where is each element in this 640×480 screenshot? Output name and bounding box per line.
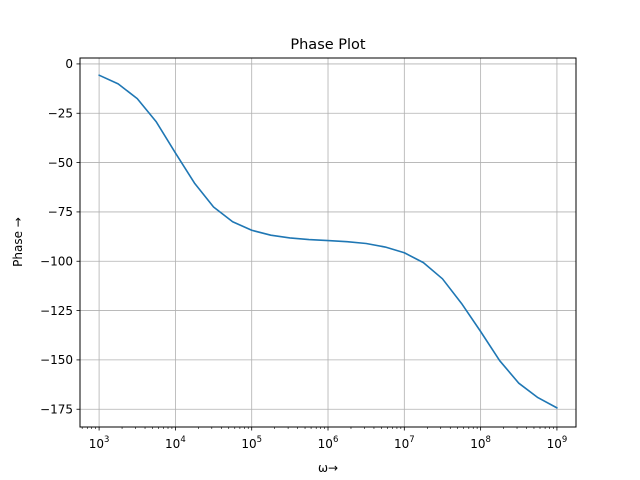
phase-line [98,74,558,409]
chart-title: Phase Plot [290,37,366,53]
x-tick-label: 108 [470,435,491,451]
y-tick-label: −25 [48,107,73,121]
x-tick-label: 105 [241,435,262,451]
x-axis-label: ω→ [318,461,338,475]
x-tick-label: 103 [89,435,110,451]
y-tick-label: −50 [48,156,73,170]
x-tick-label: 107 [394,435,415,451]
x-tick-label: 109 [547,435,568,451]
grid [80,58,576,427]
y-tick-label: −100 [40,255,73,269]
series-layer [98,74,558,409]
y-tick-label: −150 [40,353,73,367]
y-tick-label: −75 [48,205,73,219]
x-tick-label: 106 [318,435,339,451]
y-tick-label: −125 [40,304,73,318]
y-axis-label: Phase → [11,217,25,267]
x-tick-label: 104 [165,435,186,451]
y-tick-label: −175 [40,403,73,417]
x-axis-ticks: 103 104 105 106 107 108 109 [81,427,568,451]
y-tick-label: 0 [65,57,73,71]
y-axis-ticks: 0 −25 −50 −75 −100 −125 −150 −175 [40,57,80,417]
